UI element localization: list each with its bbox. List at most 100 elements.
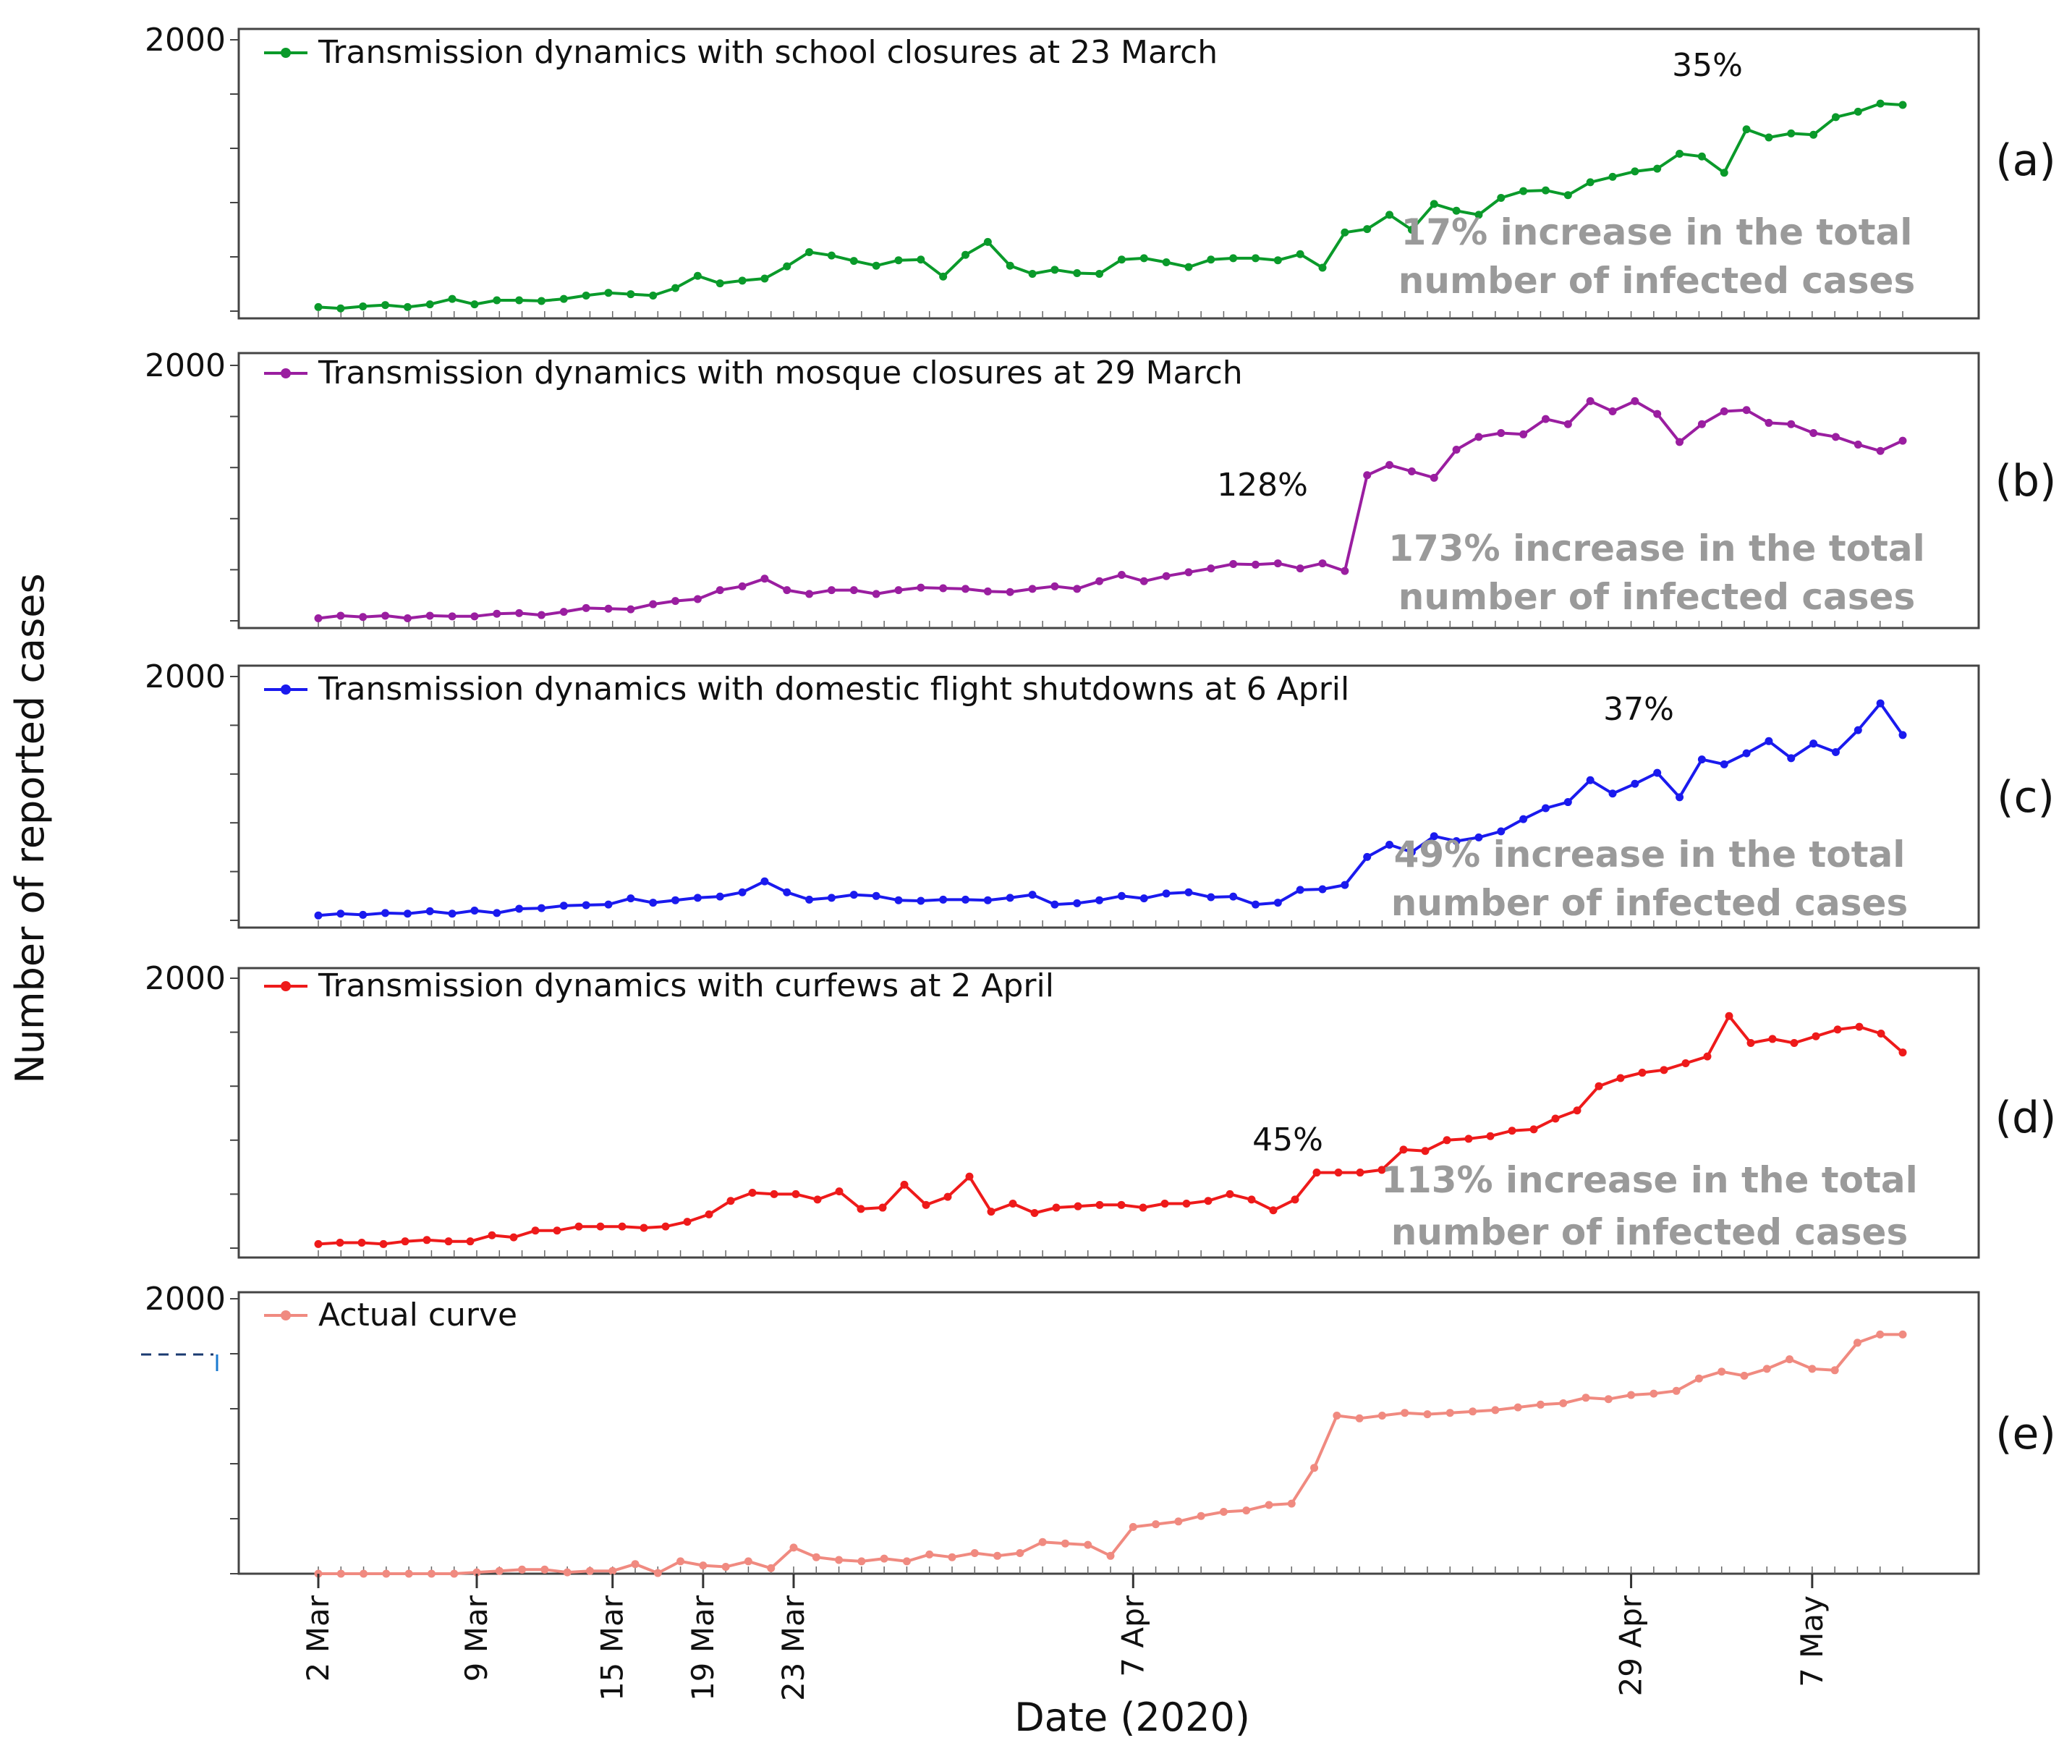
data-point-30	[965, 1172, 974, 1181]
data-point-24	[849, 586, 858, 595]
data-point-31	[1006, 261, 1014, 270]
y-tick-label-2000: 2000	[145, 658, 226, 695]
data-point-68	[1790, 1039, 1799, 1048]
data-point-37	[1117, 1200, 1126, 1209]
data-point-47	[1363, 471, 1372, 480]
data-point-19	[738, 582, 747, 590]
data-point-44	[1296, 886, 1304, 894]
data-point-59	[1631, 167, 1639, 176]
data-point-44	[1296, 250, 1304, 258]
data-point-70	[1876, 99, 1885, 108]
data-point-50	[1445, 1409, 1454, 1417]
data-point-46	[1341, 881, 1349, 889]
data-point-24	[835, 1187, 844, 1196]
data-point-33	[1030, 1209, 1039, 1218]
data-point-66	[1746, 1039, 1755, 1048]
data-point-60	[1653, 768, 1662, 777]
data-point-61	[1638, 1069, 1647, 1077]
panel-frame	[237, 27, 1980, 320]
data-point-49	[1407, 467, 1416, 475]
data-point-6	[448, 909, 457, 918]
data-point-61	[1676, 793, 1684, 802]
data-point-2	[357, 1239, 366, 1247]
data-point-56	[1563, 191, 1572, 200]
data-point-2	[360, 1569, 368, 1578]
data-point-19	[738, 276, 747, 285]
data-point-65	[1765, 418, 1773, 427]
data-point-63	[1720, 760, 1728, 768]
data-point-31	[1016, 1549, 1024, 1557]
data-point-45	[1318, 559, 1327, 568]
data-point-10	[537, 904, 545, 912]
data-point-1	[336, 1239, 344, 1247]
data-point-43	[1247, 1195, 1256, 1204]
data-point-15	[649, 899, 658, 907]
data-point-28	[948, 1553, 956, 1561]
data-point-34	[1073, 899, 1082, 907]
data-point-18	[721, 1563, 730, 1571]
data-point-19	[726, 1197, 735, 1205]
data-point-53	[1513, 1403, 1522, 1412]
data-point-40	[1207, 255, 1215, 264]
data-point-41	[1229, 892, 1238, 901]
data-point-11	[553, 1226, 561, 1235]
panel-frame	[237, 1291, 1980, 1575]
data-point-26	[878, 1203, 887, 1212]
data-point-5	[425, 300, 434, 309]
data-point-15	[640, 1224, 648, 1232]
data-point-36	[1117, 570, 1126, 579]
data-point-21	[770, 1190, 778, 1198]
data-point-69	[1854, 107, 1862, 116]
data-point-20	[748, 1189, 757, 1197]
data-point-72	[1877, 1029, 1885, 1038]
data-point-43	[1287, 1499, 1296, 1508]
data-point-4	[404, 1569, 413, 1578]
data-point-8	[488, 1231, 496, 1239]
x-tick-label-5: 7 Apr	[1115, 1595, 1150, 1676]
data-point-32	[1028, 585, 1037, 593]
data-point-50	[1430, 473, 1438, 482]
data-point-15	[649, 600, 658, 609]
data-point-16	[661, 1222, 670, 1231]
legend-marker	[281, 1310, 291, 1320]
data-point-53	[1497, 827, 1506, 836]
data-point-13	[604, 604, 613, 613]
data-point-34	[1073, 585, 1082, 593]
data-point-42	[1251, 900, 1260, 909]
data-point-40	[1182, 1199, 1191, 1208]
data-point-56	[1563, 798, 1572, 807]
data-point-6	[448, 294, 457, 303]
peak-annotation: 45%	[1252, 1121, 1323, 1158]
note-line-2: number of infected cases	[1391, 882, 1908, 924]
legend: Actual curve	[264, 1297, 517, 1333]
data-point-55	[1541, 415, 1550, 423]
data-point-49	[1377, 1166, 1386, 1174]
data-point-45	[1318, 263, 1327, 272]
series-line	[318, 1333, 1903, 1575]
data-point-63	[1720, 407, 1728, 416]
x-tick-label-2: 15 Mar	[595, 1595, 630, 1701]
data-point-21	[783, 586, 791, 595]
data-point-0	[314, 911, 323, 920]
data-point-8	[495, 1566, 504, 1575]
data-point-55	[1541, 186, 1550, 195]
data-point-43	[1273, 559, 1282, 568]
data-point-63	[1681, 1059, 1690, 1067]
data-point-39	[1184, 568, 1193, 577]
data-point-59	[1631, 779, 1639, 788]
data-point-56	[1529, 1125, 1538, 1134]
data-point-26	[894, 896, 903, 904]
data-point-62	[1660, 1066, 1668, 1074]
data-point-27	[900, 1180, 909, 1189]
data-point-62	[1697, 755, 1706, 764]
data-point-22	[805, 247, 814, 256]
data-point-7	[470, 612, 479, 621]
panel-id-label: (e)	[1995, 1409, 2056, 1459]
data-point-61	[1676, 150, 1684, 158]
data-point-38	[1162, 572, 1171, 580]
data-point-22	[805, 895, 814, 904]
panel-d: 2000 Transmission dynamics with curfews a…	[145, 960, 2056, 1259]
data-point-10	[537, 611, 545, 619]
data-point-32	[1028, 891, 1037, 899]
data-point-6	[444, 1237, 453, 1246]
